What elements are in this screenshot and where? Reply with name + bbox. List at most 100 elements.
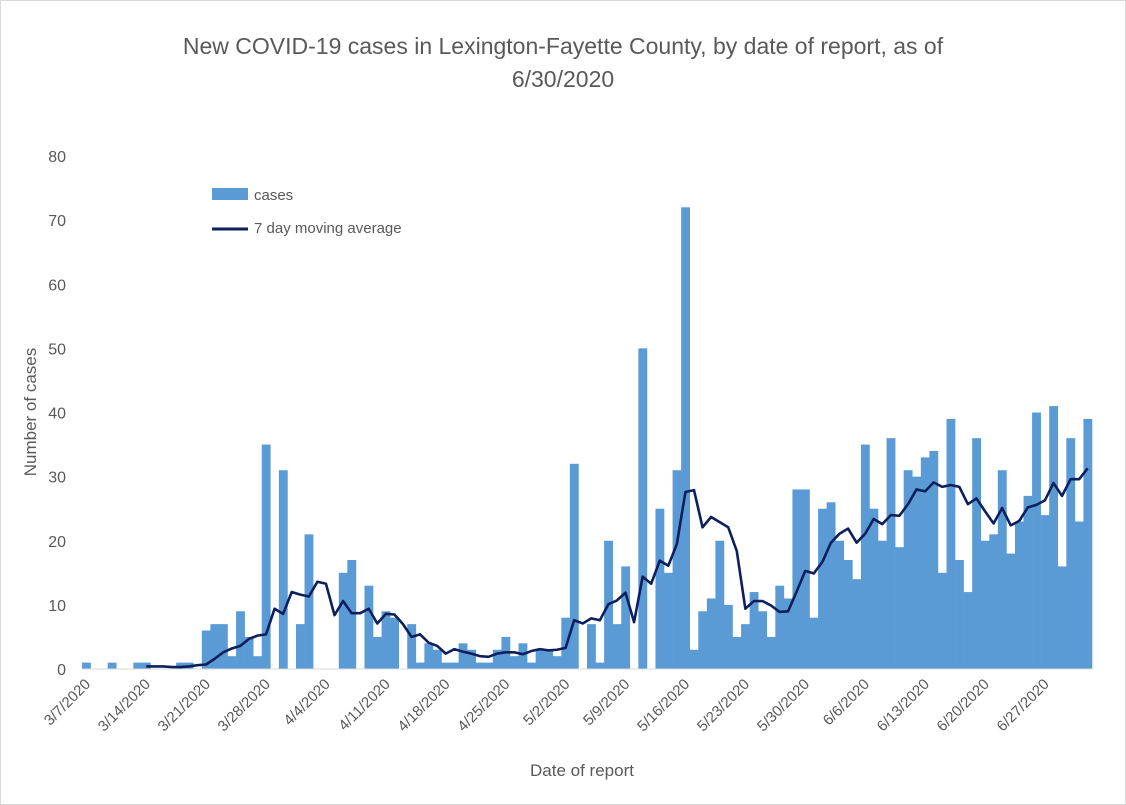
bar [544, 649, 554, 669]
bar [843, 559, 853, 669]
bar [655, 508, 665, 669]
bar [484, 662, 494, 669]
bar [878, 540, 887, 669]
legend-label-moving-average: 7 day moving average [254, 220, 402, 237]
bar [509, 656, 519, 669]
x-tick-label: 4/11/2020 [335, 676, 393, 734]
bar [980, 540, 990, 669]
bar [741, 624, 750, 669]
bar [929, 450, 939, 669]
bar [244, 636, 254, 669]
y-tick-label: 40 [48, 406, 66, 423]
bar [295, 624, 305, 669]
bar [450, 662, 459, 669]
bar [458, 643, 468, 669]
bar [638, 348, 648, 670]
x-tick-label: 5/2/2020 [520, 676, 573, 729]
bar [852, 579, 862, 669]
bar [1023, 495, 1033, 669]
bar [552, 656, 562, 669]
y-tick-label: 30 [48, 470, 66, 487]
bar [595, 662, 605, 669]
bar [82, 662, 91, 669]
bar [364, 585, 374, 669]
bar [997, 470, 1007, 669]
bar [818, 508, 827, 669]
bar [826, 502, 836, 669]
bar [227, 656, 237, 669]
bar [467, 649, 477, 669]
bar [569, 463, 579, 669]
chart-title-line-2: 6/30/2020 [511, 66, 615, 92]
x-tick-label: 4/4/2020 [280, 676, 333, 729]
bar [432, 649, 442, 669]
bar [492, 649, 502, 669]
bar [621, 566, 631, 669]
bar [792, 489, 802, 669]
bar [278, 470, 288, 669]
legend-swatch-cases [212, 188, 248, 200]
bar [1040, 515, 1050, 669]
x-tick-label: 5/30/2020 [754, 676, 813, 735]
bar [475, 662, 485, 669]
y-tick-label: 80 [48, 149, 66, 166]
y-tick-label: 60 [48, 277, 66, 294]
bar [800, 489, 810, 669]
chart-title-line-1: New COVID-19 cases in Lexington-Fayette … [182, 33, 944, 59]
x-tick-label: 6/6/2020 [820, 676, 873, 729]
bar [749, 592, 759, 669]
bar [723, 604, 733, 670]
bar [706, 598, 716, 669]
legend-label-cases: cases [254, 187, 293, 204]
bar [946, 418, 956, 669]
bar [218, 624, 228, 669]
bar [133, 662, 143, 669]
x-tick-label: 3/14/2020 [95, 676, 154, 735]
bar [860, 444, 870, 669]
bar [886, 438, 896, 669]
y-tick-label: 70 [48, 213, 66, 230]
bar [1006, 553, 1016, 669]
y-tick-label: 0 [57, 662, 66, 679]
bar [963, 592, 973, 669]
x-tick-label: 6/27/2020 [994, 676, 1053, 735]
bar [107, 662, 117, 669]
bar [972, 438, 982, 669]
y-tick-labels: 0 10 20 30 40 50 60 70 80 [48, 149, 66, 679]
x-tick-label: 5/23/2020 [694, 676, 753, 735]
bar [381, 611, 391, 669]
bar [715, 540, 725, 669]
bar [201, 630, 211, 669]
bar [775, 585, 785, 669]
bar [758, 611, 768, 669]
bar [415, 662, 425, 669]
bar [664, 572, 673, 669]
bar [689, 649, 699, 669]
x-tick-label: 4/18/2020 [394, 676, 453, 735]
bar [672, 470, 682, 669]
bar [1066, 438, 1076, 669]
bar [518, 643, 528, 669]
legend: cases 7 day moving average [212, 187, 402, 237]
bar [989, 534, 999, 669]
bar [261, 444, 271, 669]
bar [1074, 521, 1084, 669]
bar [903, 470, 913, 669]
x-tick-label: 5/9/2020 [580, 676, 633, 729]
bar [338, 572, 348, 669]
bar [424, 643, 434, 669]
x-tick-label: 5/16/2020 [634, 676, 693, 735]
bar [1049, 406, 1059, 669]
bar [809, 617, 819, 669]
bar [766, 636, 776, 669]
x-tick-labels: 3/7/2020 3/14/2020 3/21/2020 3/28/2020 4/4/2… [41, 676, 1053, 735]
bar [835, 540, 845, 669]
bar [587, 624, 596, 669]
x-tick-label: 6/20/2020 [934, 676, 993, 735]
bar [373, 636, 382, 669]
bar [937, 572, 947, 669]
x-tick-label: 6/13/2020 [874, 676, 933, 735]
y-tick-label: 20 [48, 534, 66, 551]
x-tick-label: 3/28/2020 [215, 676, 274, 735]
